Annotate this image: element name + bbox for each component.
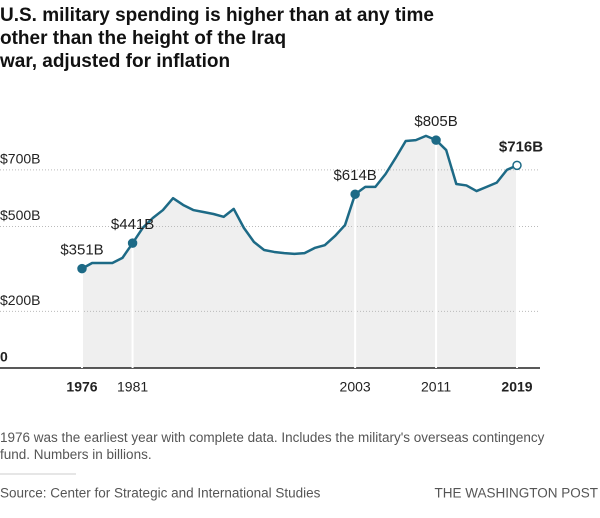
data-label: $441B xyxy=(111,216,154,233)
data-label: $614B xyxy=(333,167,376,184)
title-line: war, adjusted for inflation xyxy=(0,51,230,72)
x-tick-label: 2003 xyxy=(340,379,371,395)
x-tick-label: 2019 xyxy=(501,379,532,395)
chart-title: U.S. military spending is higher than at… xyxy=(0,5,434,72)
data-point xyxy=(350,189,360,199)
data-point xyxy=(512,160,522,171)
x-tick-label: 1981 xyxy=(117,379,148,395)
data-label: $805B xyxy=(414,113,457,130)
source: Source: Center for Strategic and Interna… xyxy=(0,486,321,501)
y-tick-label: $500B xyxy=(0,207,40,223)
data-label: $351B xyxy=(60,242,103,259)
line xyxy=(81,134,518,270)
note-line: fund. Numbers in billions. xyxy=(0,447,152,462)
title-line: U.S. military spending is higher than at… xyxy=(0,5,434,26)
data-label: $716B xyxy=(499,138,543,155)
y-tick-label: $200B xyxy=(0,292,40,308)
data-point xyxy=(77,263,87,274)
data-point xyxy=(431,135,441,145)
y-tick-label: 0 xyxy=(0,349,8,365)
credit: THE WASHINGTON POST xyxy=(434,486,598,501)
y-tick-label: $700B xyxy=(0,151,40,167)
note-line: 1976 was the earliest year with complete… xyxy=(0,430,545,445)
title-line: other than the height of the Iraq xyxy=(0,28,286,49)
x-tick-label: 2011 xyxy=(421,379,451,395)
data-point xyxy=(127,238,138,248)
area xyxy=(82,135,517,368)
note: 1976 was the earliest year with complete… xyxy=(0,430,545,462)
x-tick-label: 1976 xyxy=(66,379,97,395)
